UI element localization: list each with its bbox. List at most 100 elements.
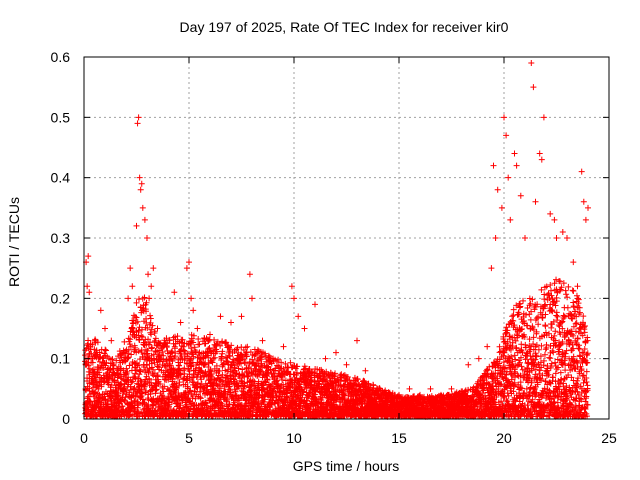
data-point [172, 350, 179, 357]
data-point [141, 294, 148, 301]
data-point [160, 352, 167, 359]
data-point [131, 384, 138, 391]
data-point [126, 362, 133, 369]
data-point [174, 400, 181, 407]
data-point [188, 363, 195, 370]
data-point [176, 379, 183, 386]
data-point [147, 315, 154, 322]
data-points [82, 60, 591, 420]
data-point [136, 371, 143, 378]
data-point [94, 339, 101, 346]
data-point [111, 377, 118, 384]
data-point [133, 367, 140, 374]
data-point [128, 351, 135, 358]
data-point [102, 347, 109, 354]
data-point [148, 326, 155, 333]
data-point [234, 344, 241, 351]
data-point [196, 341, 203, 348]
data-point [125, 335, 132, 342]
data-point [196, 349, 203, 356]
data-point [169, 349, 176, 356]
data-point [181, 347, 188, 354]
data-point [149, 371, 156, 378]
data-point [150, 402, 157, 409]
data-point [151, 339, 158, 346]
data-point [187, 403, 194, 410]
data-point [189, 392, 196, 399]
data-point [102, 362, 109, 369]
data-point [131, 397, 138, 404]
data-point [142, 389, 149, 396]
data-point [143, 388, 150, 395]
data-point [166, 337, 173, 344]
data-point [150, 366, 157, 373]
data-point [188, 345, 195, 352]
data-point [129, 378, 136, 385]
data-point [93, 347, 100, 354]
data-point [98, 383, 105, 390]
data-point [135, 327, 142, 334]
data-point [124, 368, 131, 375]
data-point [163, 367, 170, 374]
data-point [125, 346, 132, 353]
data-point [197, 394, 204, 401]
data-point [149, 322, 156, 329]
data-point [123, 365, 130, 372]
data-point [143, 308, 150, 315]
data-point [139, 334, 146, 341]
data-point [190, 353, 197, 360]
data-point [153, 386, 160, 393]
data-point [132, 344, 139, 351]
data-point [152, 383, 159, 390]
data-point [103, 359, 110, 366]
data-point [188, 374, 195, 381]
data-point [100, 372, 107, 379]
data-point [161, 383, 168, 390]
data-point [125, 354, 132, 361]
data-point [222, 354, 229, 361]
data-point [144, 324, 151, 331]
data-point [139, 390, 146, 397]
data-point [187, 340, 194, 347]
data-point [146, 376, 153, 383]
data-point [152, 387, 159, 394]
data-point [242, 359, 249, 366]
data-point [135, 402, 142, 409]
data-point [127, 336, 134, 343]
data-point [137, 368, 144, 375]
data-point [137, 377, 144, 384]
data-point [150, 351, 157, 358]
data-point [164, 340, 171, 347]
data-point [176, 382, 183, 389]
data-point [157, 381, 164, 388]
data-point [154, 373, 161, 380]
data-point [194, 354, 201, 361]
data-point [108, 397, 115, 404]
data-point [119, 403, 126, 410]
data-point [166, 360, 173, 367]
data-point [195, 336, 202, 343]
data-point [124, 355, 131, 362]
data-point [144, 361, 151, 368]
data-point [172, 333, 179, 340]
data-point [102, 346, 109, 353]
data-point [180, 376, 187, 383]
data-point [101, 393, 108, 400]
data-point [144, 350, 151, 357]
data-point [143, 299, 150, 306]
data-point [133, 314, 140, 321]
data-point [127, 383, 134, 390]
data-point [159, 349, 166, 356]
data-point [181, 370, 188, 377]
data-point [128, 379, 135, 386]
data-point [187, 387, 194, 394]
data-point [136, 336, 143, 343]
data-point [174, 333, 181, 340]
data-point [127, 386, 134, 393]
data-point [146, 341, 153, 348]
data-point [152, 337, 159, 344]
data-point [148, 345, 155, 352]
data-point [184, 350, 191, 357]
data-point [124, 350, 131, 357]
